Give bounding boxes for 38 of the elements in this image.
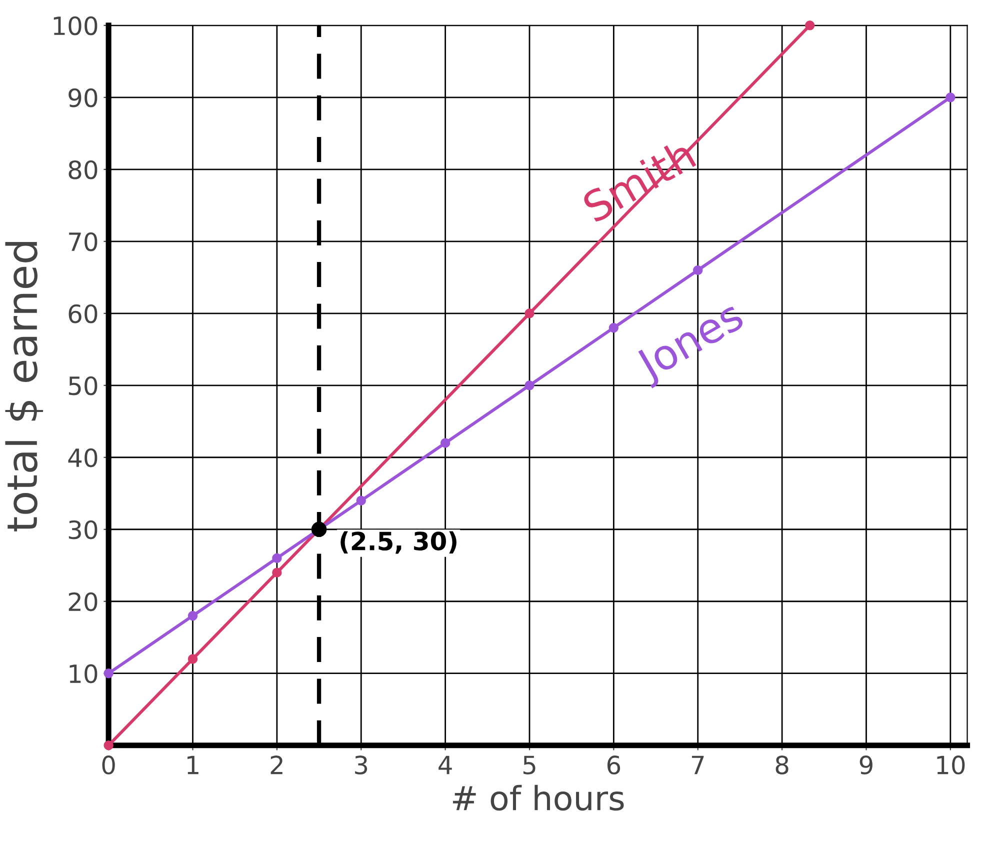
x-tick-label: 5 (523, 756, 536, 774)
y-tick-label: 30 (68, 520, 98, 540)
x-tick-label: 3 (355, 756, 368, 774)
point (440, 438, 450, 448)
point (946, 92, 956, 102)
y-tick-label: 90 (68, 88, 98, 108)
x-tick-label: 8 (776, 756, 788, 774)
point (356, 496, 366, 506)
y-tick-label: 50 (68, 376, 98, 396)
point (272, 553, 282, 564)
point (272, 568, 282, 578)
point (188, 654, 198, 664)
x-tick-label: 10 (937, 756, 965, 774)
point (104, 668, 114, 678)
y-tick-label: 100 (54, 16, 98, 36)
x-tick-label: 0 (102, 756, 115, 774)
point (188, 610, 198, 621)
y-tick-label: 60 (68, 304, 98, 324)
point (524, 308, 534, 318)
y-tick-label: 20 (68, 592, 98, 612)
x-tick-label: 7 (692, 756, 704, 774)
y-tick-label: 80 (68, 160, 98, 180)
point (524, 380, 534, 390)
y-tick-label: 10 (70, 664, 98, 684)
x-tick-label: 9 (860, 756, 872, 774)
point (804, 20, 815, 30)
x-axis-title: # of hours (453, 784, 624, 811)
point (608, 322, 619, 333)
point (693, 265, 703, 276)
point (104, 740, 114, 750)
y-tick-label: 40 (68, 448, 98, 468)
y-tick-label: 70 (69, 232, 98, 252)
y-axis-title: total $ earned (5, 242, 44, 532)
x-tick-label: 6 (607, 756, 620, 774)
x-tick-label: 2 (270, 756, 282, 774)
annotation: (2.5, 30) (340, 531, 456, 554)
x-tick-label: 4 (438, 756, 452, 774)
x-tick-label: 1 (188, 756, 198, 774)
